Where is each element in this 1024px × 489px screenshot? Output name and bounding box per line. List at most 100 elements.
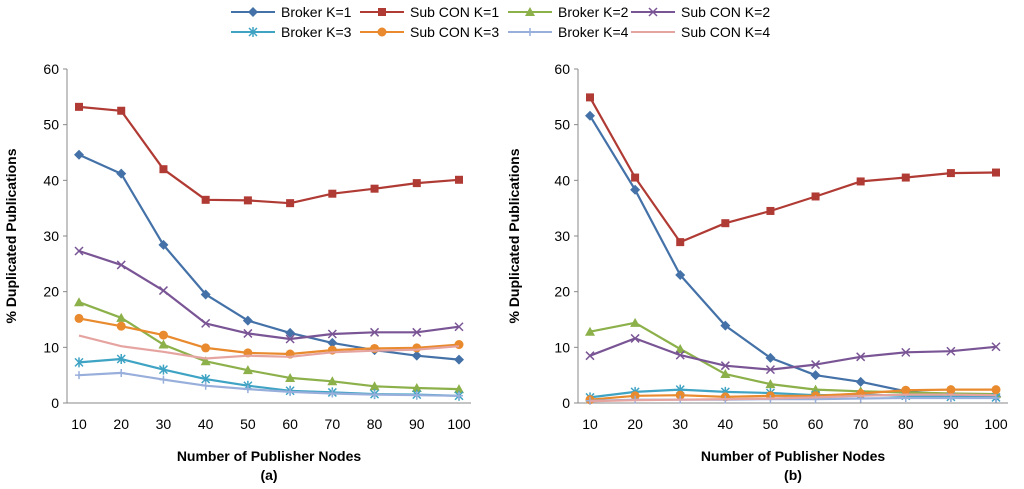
data-point bbox=[412, 391, 421, 400]
legend-swatch-marker bbox=[378, 8, 386, 16]
data-point bbox=[412, 343, 422, 353]
series-sub-con-k-4 bbox=[589, 393, 997, 403]
data-point bbox=[675, 344, 686, 354]
data-point bbox=[285, 372, 296, 382]
x-tick-label: 70 bbox=[325, 416, 341, 432]
series-line bbox=[78, 317, 460, 356]
x-tick-label: 50 bbox=[763, 416, 779, 432]
legend-swatch bbox=[231, 27, 275, 37]
data-point bbox=[201, 195, 210, 204]
series-line bbox=[589, 321, 997, 396]
series-sub-con-k-1 bbox=[75, 102, 463, 208]
data-point bbox=[116, 354, 126, 365]
data-point bbox=[901, 385, 911, 395]
legend-swatch-marker bbox=[248, 27, 258, 37]
data-point bbox=[766, 206, 775, 215]
data-point bbox=[455, 175, 463, 184]
legend-swatch bbox=[631, 31, 675, 33]
data-point bbox=[765, 365, 775, 375]
data-point bbox=[630, 184, 641, 195]
chart-caption: (b) bbox=[784, 467, 802, 483]
data-point bbox=[159, 165, 168, 174]
data-point bbox=[158, 339, 169, 349]
data-point bbox=[200, 289, 211, 300]
series-broker-k-2 bbox=[585, 317, 1001, 399]
data-point bbox=[327, 376, 338, 386]
legend-swatch bbox=[360, 27, 404, 37]
data-point bbox=[158, 330, 168, 340]
x-axis-title: Number of Publisher Nodes bbox=[701, 448, 886, 464]
series-sub-con-k-2 bbox=[585, 333, 1001, 375]
series-sub-con-k-4 bbox=[78, 334, 460, 360]
x-tick-label: 100 bbox=[984, 416, 1008, 432]
data-point bbox=[243, 385, 252, 394]
series-line bbox=[78, 371, 460, 397]
legend-swatch bbox=[231, 7, 275, 17]
data-point bbox=[116, 260, 126, 270]
data-point bbox=[765, 379, 776, 389]
data-point bbox=[242, 365, 253, 375]
data-point bbox=[856, 177, 865, 186]
y-tick-label: 50 bbox=[554, 117, 570, 133]
x-tick-label: 80 bbox=[367, 416, 383, 432]
y-tick-label: 40 bbox=[554, 172, 570, 188]
data-point bbox=[946, 346, 956, 356]
data-point bbox=[411, 350, 422, 361]
series-sub-con-k-2 bbox=[74, 246, 464, 344]
x-tick-label: 90 bbox=[409, 416, 425, 432]
data-point bbox=[370, 390, 379, 399]
data-point bbox=[411, 382, 422, 392]
x-tick-label: 50 bbox=[240, 416, 256, 432]
x-tick-label: 80 bbox=[898, 416, 914, 432]
data-point bbox=[116, 321, 126, 331]
legend-item-broker-k-3: Broker K=3 bbox=[228, 22, 351, 42]
data-point bbox=[856, 352, 866, 362]
data-point bbox=[327, 329, 337, 339]
y-tick-label: 20 bbox=[43, 284, 59, 300]
legend-swatch-marker bbox=[248, 7, 258, 17]
legend-swatch-marker bbox=[526, 28, 534, 36]
y-tick-label: 60 bbox=[554, 61, 570, 77]
x-tick-label: 20 bbox=[627, 416, 643, 432]
data-point bbox=[286, 387, 295, 396]
data-point bbox=[720, 361, 730, 371]
legend-item-broker-k-2: Broker K=2 bbox=[505, 2, 628, 22]
data-point bbox=[116, 312, 127, 322]
data-point bbox=[585, 351, 595, 361]
data-point bbox=[946, 385, 956, 395]
legend-item-broker-k-1: Broker K=1 bbox=[228, 2, 351, 22]
chart-caption: (a) bbox=[260, 467, 277, 483]
series-line bbox=[78, 153, 460, 361]
legend-label: Sub CON K=2 bbox=[681, 4, 771, 20]
data-point bbox=[158, 239, 169, 250]
y-axis-title: % Duplicated Publications bbox=[3, 148, 19, 323]
data-point bbox=[243, 328, 253, 338]
data-point bbox=[585, 110, 595, 121]
data-point bbox=[116, 168, 127, 179]
y-axis-title: % Duplicated Publications bbox=[506, 148, 522, 323]
legend-label: Broker K=3 bbox=[281, 24, 352, 40]
data-point bbox=[327, 337, 338, 348]
data-point bbox=[285, 327, 296, 338]
legend-swatch bbox=[508, 7, 552, 16]
data-point bbox=[243, 196, 252, 205]
data-point bbox=[454, 384, 464, 394]
data-point bbox=[586, 93, 594, 102]
data-point bbox=[631, 173, 640, 182]
series-broker-k-1 bbox=[74, 149, 464, 365]
data-point bbox=[75, 371, 83, 380]
y-tick-label: 30 bbox=[554, 228, 570, 244]
legend-label: Sub CON K=1 bbox=[410, 4, 500, 20]
legend-swatch bbox=[360, 8, 404, 16]
legend-label: Broker K=1 bbox=[281, 4, 352, 20]
data-point bbox=[117, 368, 126, 377]
series-line bbox=[589, 388, 996, 401]
y-tick-label: 0 bbox=[562, 395, 570, 411]
series-line bbox=[78, 105, 460, 205]
x-tick-label: 10 bbox=[582, 416, 598, 432]
legend-label: Sub CON K=4 bbox=[681, 24, 771, 40]
data-point bbox=[242, 315, 253, 326]
legend-label: Broker K=4 bbox=[558, 24, 629, 40]
legend-swatch-marker bbox=[377, 27, 387, 37]
